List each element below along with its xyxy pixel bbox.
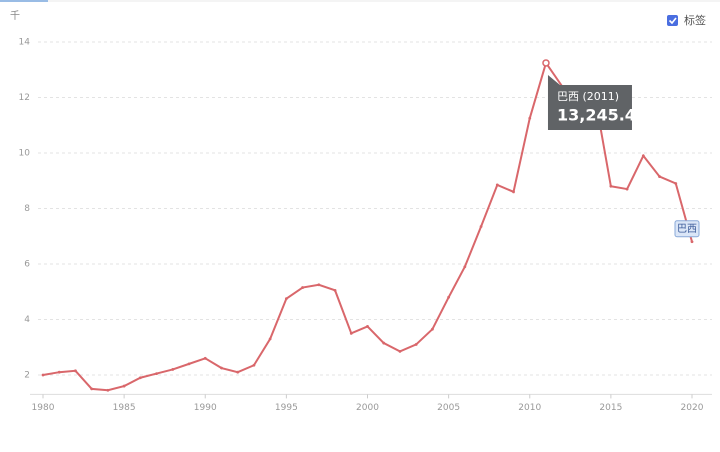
point [690,240,694,244]
y-tick-label: 12 [19,93,30,103]
y-unit: 千 [10,10,20,22]
highlight-point [542,59,550,67]
point [187,362,191,366]
point [203,356,207,360]
point [220,366,223,370]
point [268,337,272,341]
x-tick-label: 2000 [356,403,379,413]
point [57,370,61,374]
end-label: 巴西 [677,223,697,235]
point [106,388,110,392]
x-tick-label: 1990 [194,403,217,413]
point [641,154,645,158]
point [463,265,467,269]
check-mark [668,17,677,25]
y-tick-label: 6 [24,259,30,269]
point [252,363,256,367]
point [301,286,304,289]
point [479,225,483,228]
x-tick-label: 2020 [681,403,704,413]
point [90,387,94,391]
y-tick-label: 14 [19,37,31,47]
y-tick-label: 2 [24,370,30,380]
point [171,368,175,371]
point [366,325,369,328]
point [236,370,240,374]
point [398,349,402,353]
y-tick-label: 4 [24,315,30,325]
point [41,373,45,377]
point [349,331,353,335]
point [382,341,386,345]
y-tick-label: 8 [24,204,30,214]
x-tick-label: 2010 [518,403,541,413]
tooltip-box [547,74,632,130]
y-tick-label: 10 [19,148,31,158]
end-label-box [674,220,700,238]
x-tick-label: 1995 [275,403,298,413]
x-tick-label: 2015 [599,403,622,413]
point [414,343,418,346]
x-tick-label: 1980 [32,403,55,413]
point [333,288,337,292]
x-tick-label: 1985 [113,403,136,413]
tooltip: 巴西 (2011) 13,245.4 [547,74,636,130]
x-tick-label: 2005 [437,403,460,413]
point [609,184,613,188]
point [155,372,158,375]
point [512,190,515,194]
point [317,283,321,287]
tooltip-value: 13,245.4 [557,105,636,124]
tooltip-title: 巴西 (2011) [557,90,619,103]
point [431,327,434,331]
point [122,384,126,388]
legend[interactable]: 标签 [667,13,706,27]
point [528,116,532,120]
legend-checkbox[interactable] [667,15,678,26]
legend-label[interactable]: 标签 [684,13,706,27]
point [284,297,288,301]
point [74,369,77,373]
point [658,175,661,178]
point [495,183,499,187]
point [674,182,678,185]
point [138,376,142,380]
point [447,295,451,299]
point [625,187,629,191]
